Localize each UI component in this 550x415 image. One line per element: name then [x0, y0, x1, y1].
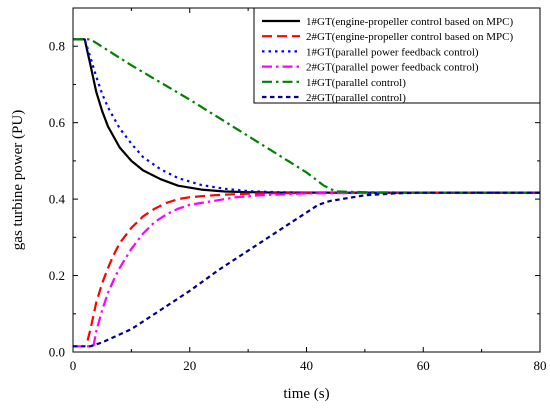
y-tick-label: 0.2 [49, 268, 65, 283]
y-tick-label: 0.4 [49, 192, 66, 207]
x-tick-label: 80 [534, 358, 547, 373]
legend-label-2: 2#GT(engine-propeller control based on M… [306, 31, 513, 43]
y-tick-label: 0.6 [49, 115, 66, 130]
x-tick-label: 60 [417, 358, 430, 373]
y-tick-label: 0.0 [49, 345, 65, 360]
x-tick-label: 40 [300, 358, 313, 373]
y-tick-label: 0.8 [49, 39, 65, 54]
legend-box [253, 7, 541, 104]
x-tick-label: 0 [70, 358, 77, 373]
legend-label-3: 1#GT(parallel power feedback control) [306, 46, 479, 58]
series-line-3 [73, 38, 540, 194]
legend-label-5: 1#GT(parallel control) [306, 77, 406, 89]
series-line-4 [73, 191, 540, 348]
series-layer [73, 38, 540, 348]
y-axis-title: gas turbine power (PU) [10, 110, 26, 250]
legend-label-6: 2#GT(parallel control) [306, 92, 406, 104]
series-line-2 [86, 191, 540, 341]
series-line-5 [73, 38, 540, 194]
x-axis-title: time (s) [283, 386, 329, 402]
legend: 1#GT(engine-propeller control based on M… [253, 7, 541, 104]
series-line-6 [73, 191, 540, 348]
x-tick-label: 20 [183, 358, 196, 373]
legend-label-4: 2#GT(parallel power feedback control) [306, 62, 479, 74]
legend-label-1: 1#GT(engine-propeller control based on M… [306, 16, 513, 28]
